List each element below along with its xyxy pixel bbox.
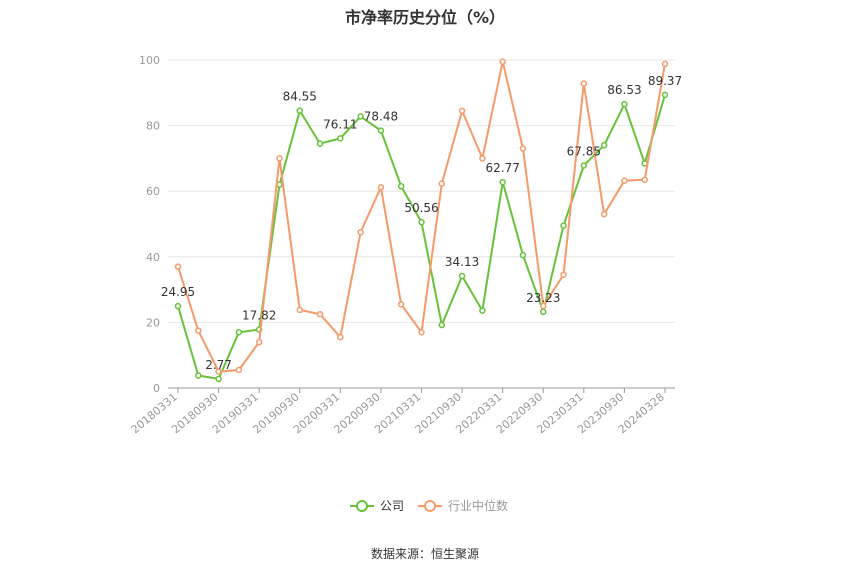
data-point (418, 218, 425, 226)
legend-label-0: 公司 (380, 499, 404, 513)
data-point (316, 310, 324, 318)
data-point (519, 251, 527, 259)
data-point (235, 328, 243, 336)
y-tick-label: 60 (146, 185, 160, 198)
data-label: 62.77 (485, 161, 519, 175)
data-point (540, 302, 547, 310)
data-point (600, 142, 608, 149)
data-point (479, 155, 486, 162)
data-point (215, 375, 222, 383)
data-point (519, 145, 527, 152)
series-lines (174, 58, 669, 383)
data-label: 89.37 (648, 74, 682, 88)
legend-marker-0 (356, 500, 368, 512)
data-point (438, 180, 446, 187)
data-point (600, 210, 608, 218)
data-source-note: 数据来源：恒生聚源 (370, 547, 479, 561)
y-tick-label: 40 (146, 251, 160, 264)
data-point (499, 178, 506, 186)
data-point (458, 107, 466, 115)
data-point (397, 183, 405, 190)
data-point (337, 135, 344, 142)
data-point (357, 113, 364, 120)
grid-lines (168, 59, 675, 323)
data-point (377, 184, 385, 191)
y-tick-label: 100 (139, 54, 160, 67)
data-point (580, 162, 588, 169)
data-point (540, 308, 547, 316)
data-point (499, 58, 506, 65)
data-point (418, 328, 425, 336)
data-labels: 24.95 2.77 17.82 84.55 76.11 78.48 50.56 34.13 6… (161, 74, 682, 372)
data-point (174, 302, 182, 310)
data-point (479, 307, 486, 314)
y-tick-label: 80 (146, 120, 160, 133)
data-label: 86.53 (607, 83, 641, 97)
data-label: 24.95 (161, 285, 195, 299)
legend-label-1: 行业中位数 (448, 498, 508, 513)
data-point (621, 177, 628, 184)
data-point (296, 107, 303, 114)
data-point (174, 263, 182, 270)
data-point (357, 228, 364, 236)
y-tick-label: 20 (146, 316, 160, 329)
data-point (438, 321, 446, 329)
data-label: 2.77 (205, 358, 232, 372)
legend-marker-1 (424, 500, 436, 512)
series-line-1 (177, 60, 666, 373)
data-point (377, 127, 385, 134)
data-label: 78.48 (364, 110, 398, 124)
data-label: 76.11 (323, 117, 357, 131)
axes: 0204060801002018033120180930201903312019… (129, 54, 675, 436)
data-point (661, 60, 669, 68)
data-point (195, 372, 202, 379)
data-point (580, 80, 588, 87)
data-point (316, 140, 324, 147)
chart-title: 市净率历史分位（%） (344, 8, 506, 27)
data-label: 17.82 (242, 309, 276, 323)
data-label: 67.85 (567, 144, 601, 158)
data-point (560, 222, 567, 229)
data-label: 50.56 (404, 201, 438, 215)
data-point (215, 368, 222, 375)
data-label: 34.13 (445, 255, 479, 269)
data-point (337, 333, 344, 341)
data-point (255, 338, 263, 346)
y-tick-label: 0 (153, 382, 160, 395)
data-label: 23.23 (526, 291, 560, 305)
data-point (296, 306, 303, 314)
data-label: 84.55 (283, 90, 317, 104)
data-point (661, 91, 669, 99)
data-point (397, 301, 405, 308)
data-point (641, 176, 648, 183)
data-point (458, 272, 466, 280)
legend: 公司 行业中位数 (350, 498, 508, 513)
data-point (195, 327, 202, 334)
data-point (560, 271, 567, 279)
data-point (235, 366, 243, 374)
data-point (621, 100, 628, 108)
data-point (276, 155, 283, 162)
